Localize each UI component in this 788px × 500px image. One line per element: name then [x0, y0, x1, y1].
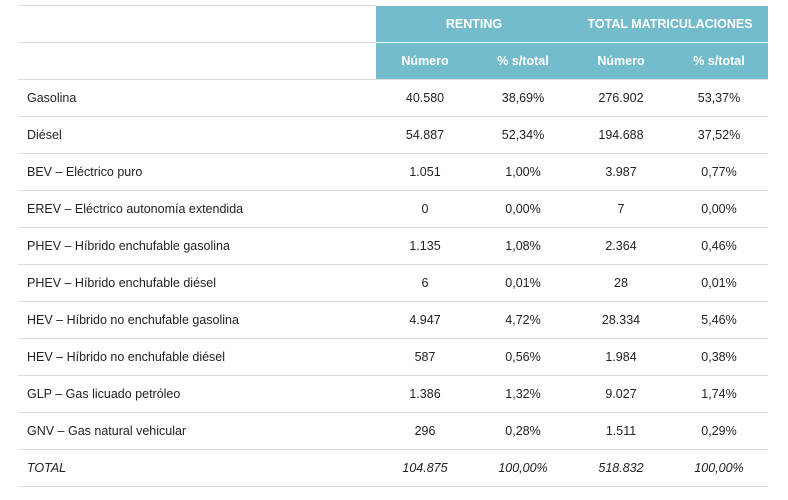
- cell: 587: [376, 338, 474, 376]
- row-label: BEV – Eléctrico puro: [18, 153, 376, 191]
- cell: 1.386: [376, 375, 474, 413]
- cell: 0,38%: [670, 338, 769, 376]
- table-row: BEV – Eléctrico puro 1.051 1,00% 3.987 0,77%: [18, 153, 769, 191]
- cell: 3.987: [572, 153, 670, 191]
- cell: 28: [572, 264, 670, 302]
- cell: 4.947: [376, 301, 474, 339]
- table-row: Diésel 54.887 52,34% 194.688 37,52%: [18, 116, 769, 154]
- data-table: RENTING TOTAL MATRICULACIONES Número % s…: [18, 5, 769, 487]
- cell: 0,28%: [474, 412, 572, 450]
- row-label: EREV – Eléctrico autonomía extendida: [18, 190, 376, 228]
- table-row: EREV – Eléctrico autonomía extendida 0 0,0…: [18, 190, 769, 228]
- cell: 1,00%: [474, 153, 572, 191]
- group-header: RENTING: [376, 5, 572, 43]
- sub-header: % s/total: [474, 42, 572, 80]
- row-label: Gasolina: [18, 79, 376, 117]
- cell: 5,46%: [670, 301, 769, 339]
- cell: 1.051: [376, 153, 474, 191]
- cell: 0: [376, 190, 474, 228]
- cell: 40.580: [376, 79, 474, 117]
- table-row: PHEV – Híbrido enchufable diésel 6 0,01% 28…: [18, 264, 769, 302]
- table-row: Gasolina 40.580 38,69% 276.902 53,37%: [18, 79, 769, 117]
- row-label: HEV – Híbrido no enchufable gasolina: [18, 301, 376, 339]
- cell: 0,56%: [474, 338, 572, 376]
- cell: 1,32%: [474, 375, 572, 413]
- sub-header: Número: [572, 42, 670, 80]
- cell: 100,00%: [670, 449, 769, 487]
- cell: 2.364: [572, 227, 670, 265]
- row-label: Diésel: [18, 116, 376, 154]
- cell: 100,00%: [474, 449, 572, 487]
- cell: 6: [376, 264, 474, 302]
- cell: 53,37%: [670, 79, 769, 117]
- table-row: GLP – Gas licuado petróleo 1.386 1,32% 9.02…: [18, 375, 769, 413]
- cell: 38,69%: [474, 79, 572, 117]
- cell: 0,46%: [670, 227, 769, 265]
- table-row: GNV – Gas natural vehicular 296 0,28% 1.511…: [18, 412, 769, 450]
- table-row: HEV – Híbrido no enchufable diésel 587 0,5…: [18, 338, 769, 376]
- table-body: Gasolina 40.580 38,69% 276.902 53,37% Diésel 5…: [18, 79, 769, 487]
- blank-header: [18, 42, 376, 80]
- sub-header: Número: [376, 42, 474, 80]
- cell: 0,01%: [474, 264, 572, 302]
- blank-header: [18, 5, 376, 43]
- cell: 194.688: [572, 116, 670, 154]
- cell: 1,74%: [670, 375, 769, 413]
- cell: 0,00%: [474, 190, 572, 228]
- cell: 0,29%: [670, 412, 769, 450]
- cell: 1.511: [572, 412, 670, 450]
- cell: 1,08%: [474, 227, 572, 265]
- cell: 28.334: [572, 301, 670, 339]
- sub-header-row: Número % s/total Número % s/total: [18, 42, 769, 80]
- row-label: TOTAL: [18, 449, 376, 487]
- cell: 37,52%: [670, 116, 769, 154]
- cell: 0,01%: [670, 264, 769, 302]
- row-label: PHEV – Híbrido enchufable gasolina: [18, 227, 376, 265]
- row-label: HEV – Híbrido no enchufable diésel: [18, 338, 376, 376]
- cell: 0,00%: [670, 190, 769, 228]
- total-row: TOTAL 104.875 100,00% 518.832 100,00%: [18, 449, 769, 487]
- row-label: PHEV – Híbrido enchufable diésel: [18, 264, 376, 302]
- cell: 104.875: [376, 449, 474, 487]
- cell: 1.984: [572, 338, 670, 376]
- cell: 7: [572, 190, 670, 228]
- group-header: TOTAL MATRICULACIONES: [572, 5, 769, 43]
- group-header-row: RENTING TOTAL MATRICULACIONES: [18, 5, 769, 43]
- cell: 9.027: [572, 375, 670, 413]
- cell: 1.135: [376, 227, 474, 265]
- cell: 52,34%: [474, 116, 572, 154]
- cell: 276.902: [572, 79, 670, 117]
- cell: 518.832: [572, 449, 670, 487]
- table-row: HEV – Híbrido no enchufable gasolina 4.94…: [18, 301, 769, 339]
- cell: 54.887: [376, 116, 474, 154]
- table-row: PHEV – Híbrido enchufable gasolina 1.135 1…: [18, 227, 769, 265]
- cell: 0,77%: [670, 153, 769, 191]
- cell: 4,72%: [474, 301, 572, 339]
- cell: 296: [376, 412, 474, 450]
- sub-header: % s/total: [670, 42, 769, 80]
- row-label: GLP – Gas licuado petróleo: [18, 375, 376, 413]
- row-label: GNV – Gas natural vehicular: [18, 412, 376, 450]
